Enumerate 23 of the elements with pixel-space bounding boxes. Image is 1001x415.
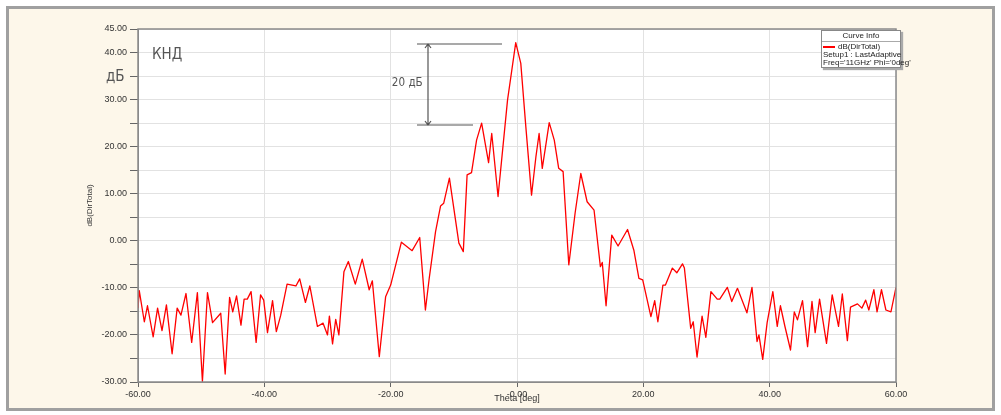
y-tick-label: 0.00 <box>109 235 127 246</box>
x-tick-label: -60.00 <box>125 388 151 399</box>
annotation: КНД <box>152 45 183 63</box>
x-tick-label: 60.00 <box>884 388 908 399</box>
y-tick-label: 30.00 <box>104 94 127 105</box>
y-tick-label: 20.00 <box>104 141 127 152</box>
legend-title: Curve Info <box>822 31 900 42</box>
x-tick-label: 40.00 <box>758 388 781 399</box>
x-tick-label: 20.00 <box>632 388 655 399</box>
legend-label: dB(DirTotal) <box>838 42 881 51</box>
text: дБ <box>106 67 125 85</box>
annotation: Freq='11GHz' Phi='0deg' <box>822 58 911 67</box>
y-axis-title: dB(DirTotal) <box>85 184 94 227</box>
y-tick-label: -20.00 <box>101 329 127 340</box>
y-tick-label: -30.00 <box>101 376 127 387</box>
x-tick-label: -40.00 <box>251 388 278 399</box>
annotation: 20 дБ <box>391 74 423 89</box>
annotation: Setup1 : LastAdaptive <box>822 50 902 59</box>
y-tick-label: 10.00 <box>104 188 127 199</box>
y-tick-label: 45.00 <box>104 23 127 34</box>
y-tick-label: -10.00 <box>101 282 127 293</box>
x-tick-label: -20.00 <box>377 388 404 399</box>
y-tick-label: 40.00 <box>104 47 127 58</box>
